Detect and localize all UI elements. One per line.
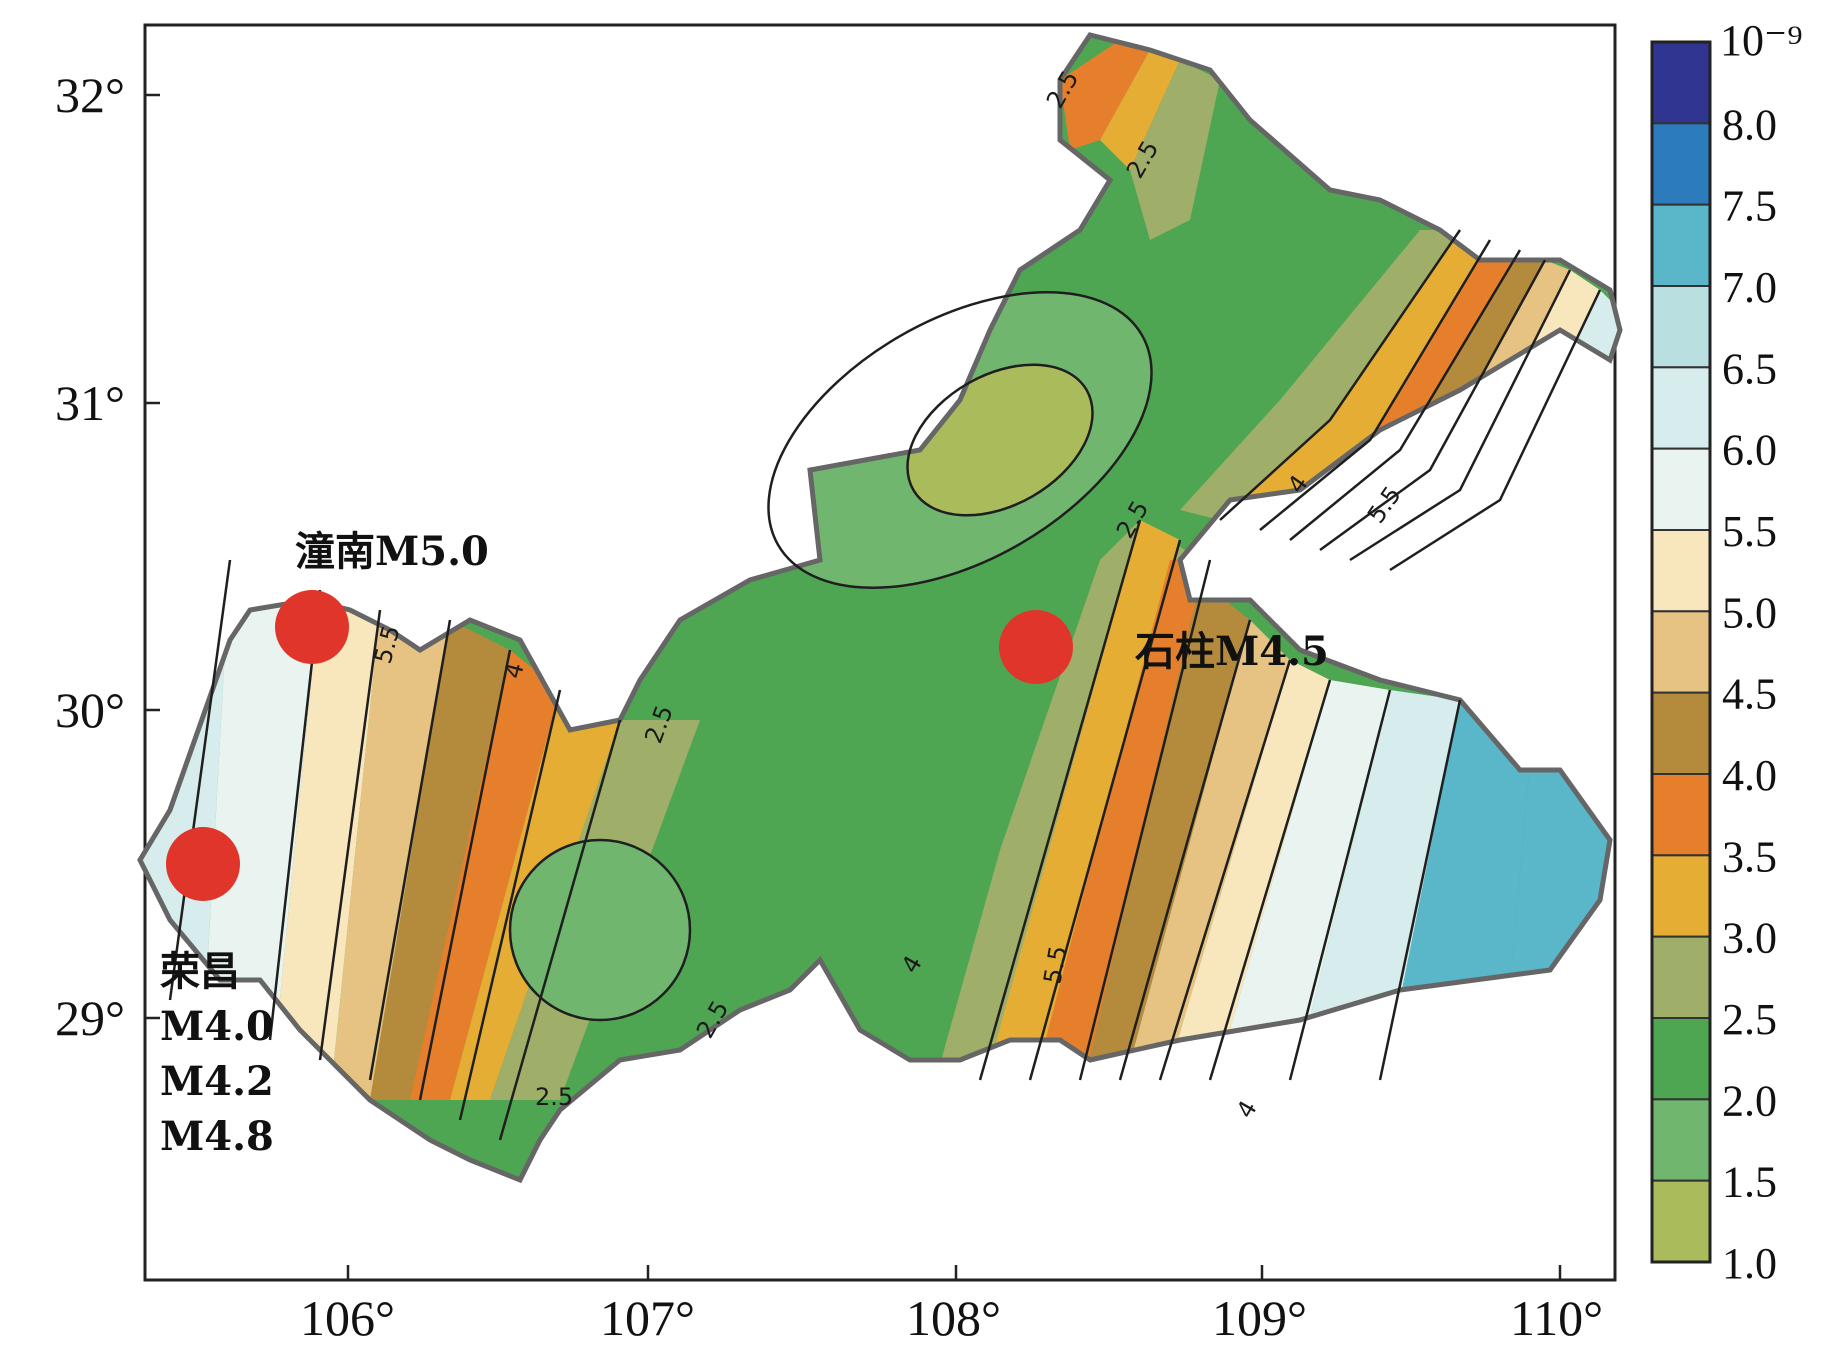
y-tick-label: 29° xyxy=(55,990,125,1046)
colorbar-swatch xyxy=(1651,203,1711,288)
colorbar-label: 4.0 xyxy=(1722,751,1777,800)
earthquake-marker-rongchang xyxy=(166,827,240,901)
x-tick-label: 108° xyxy=(906,1290,1001,1346)
colorbar-swatch xyxy=(1651,41,1711,125)
colorbar-swatch xyxy=(1651,1017,1711,1101)
colorbar-swatch xyxy=(1651,935,1711,1020)
y-tick-label: 31° xyxy=(55,375,125,431)
axis-ticks xyxy=(145,93,1562,1280)
colorbar-label: 3.5 xyxy=(1722,832,1777,881)
colorbar-label: 7.0 xyxy=(1722,263,1777,312)
earthquake-label-line: M4.0 xyxy=(160,1003,274,1050)
y-tick-label: 32° xyxy=(55,67,125,123)
colorbar-label: 7.5 xyxy=(1722,182,1777,231)
colorbar-label: 4.5 xyxy=(1722,670,1777,719)
earthquake-label-line: M4.8 xyxy=(160,1113,274,1160)
colorbar-label: 1.5 xyxy=(1722,1158,1777,1207)
earthquake-label-tongnan: 潼南M5.0 xyxy=(295,528,489,575)
colorbar-outline xyxy=(1650,40,1712,1264)
colorbar-label: 5.5 xyxy=(1722,507,1777,556)
y-tick-labels: 32° 31° 30° 29° xyxy=(55,67,125,1046)
x-tick-label: 110° xyxy=(1510,1290,1603,1346)
colorbar-swatch xyxy=(1651,529,1711,613)
colorbar xyxy=(1650,40,1712,1264)
earthquake-marker-tongnan xyxy=(275,590,349,664)
colorbar-labels: 8.0 7.5 7.0 6.5 6.0 5.5 5.0 4.5 4.0 3.5 3.0 2.5 2.0 1… xyxy=(1722,100,1777,1288)
colorbar-label: 5.0 xyxy=(1722,588,1777,637)
x-tick-labels: 106° 107° 108° 109° 110° xyxy=(300,1290,1603,1346)
colorbar-swatch xyxy=(1651,285,1711,369)
y-tick-label: 30° xyxy=(55,682,125,738)
colorbar-label: 6.0 xyxy=(1722,426,1777,475)
colorbar-swatch xyxy=(1651,366,1711,450)
colorbar-label: 3.0 xyxy=(1722,914,1777,963)
x-tick-label: 109° xyxy=(1212,1290,1307,1346)
colorbar-swatch xyxy=(1651,854,1711,938)
contour-label: 5.5 xyxy=(1362,481,1407,528)
colorbar-label: 1.0 xyxy=(1722,1239,1777,1288)
x-tick-label: 107° xyxy=(600,1290,695,1346)
colorbar-label: 2.0 xyxy=(1722,1076,1777,1125)
colorbar-label: 2.5 xyxy=(1722,995,1777,1044)
colorbar-swatch xyxy=(1651,447,1711,531)
x-tick-label: 106° xyxy=(300,1290,395,1346)
colorbar-unit-label: 10⁻⁹ xyxy=(1720,16,1803,65)
earthquake-label-rongchang: 荣昌 M4.0 M4.2 M4.8 xyxy=(160,948,274,1160)
colorbar-swatch xyxy=(1651,1098,1711,1182)
contour-lines xyxy=(168,229,1602,1141)
earthquake-markers xyxy=(166,590,1073,901)
colorbar-swatch xyxy=(1651,691,1711,776)
map-frame xyxy=(143,23,1617,1282)
contour-label: 4 xyxy=(499,660,530,682)
colorbar-swatch xyxy=(1651,610,1711,694)
colorbar-label: 8.0 xyxy=(1722,100,1777,149)
earthquake-label-shizhu: 石柱M4.5 xyxy=(1135,628,1329,675)
colorbar-swatch xyxy=(1651,773,1711,857)
colorbar-swatch xyxy=(1651,122,1711,206)
colorbar-swatch xyxy=(1651,1179,1711,1263)
earthquake-label-line: 荣昌 xyxy=(160,948,240,995)
earthquake-marker-shizhu xyxy=(999,610,1073,684)
contour-label: 4 xyxy=(1231,1096,1263,1123)
earthquake-label-line: M4.2 xyxy=(160,1058,274,1105)
colorbar-label: 6.5 xyxy=(1722,344,1777,393)
contour-label: 2.5 xyxy=(535,1083,573,1111)
contour-label: 5.5 xyxy=(1038,944,1072,986)
